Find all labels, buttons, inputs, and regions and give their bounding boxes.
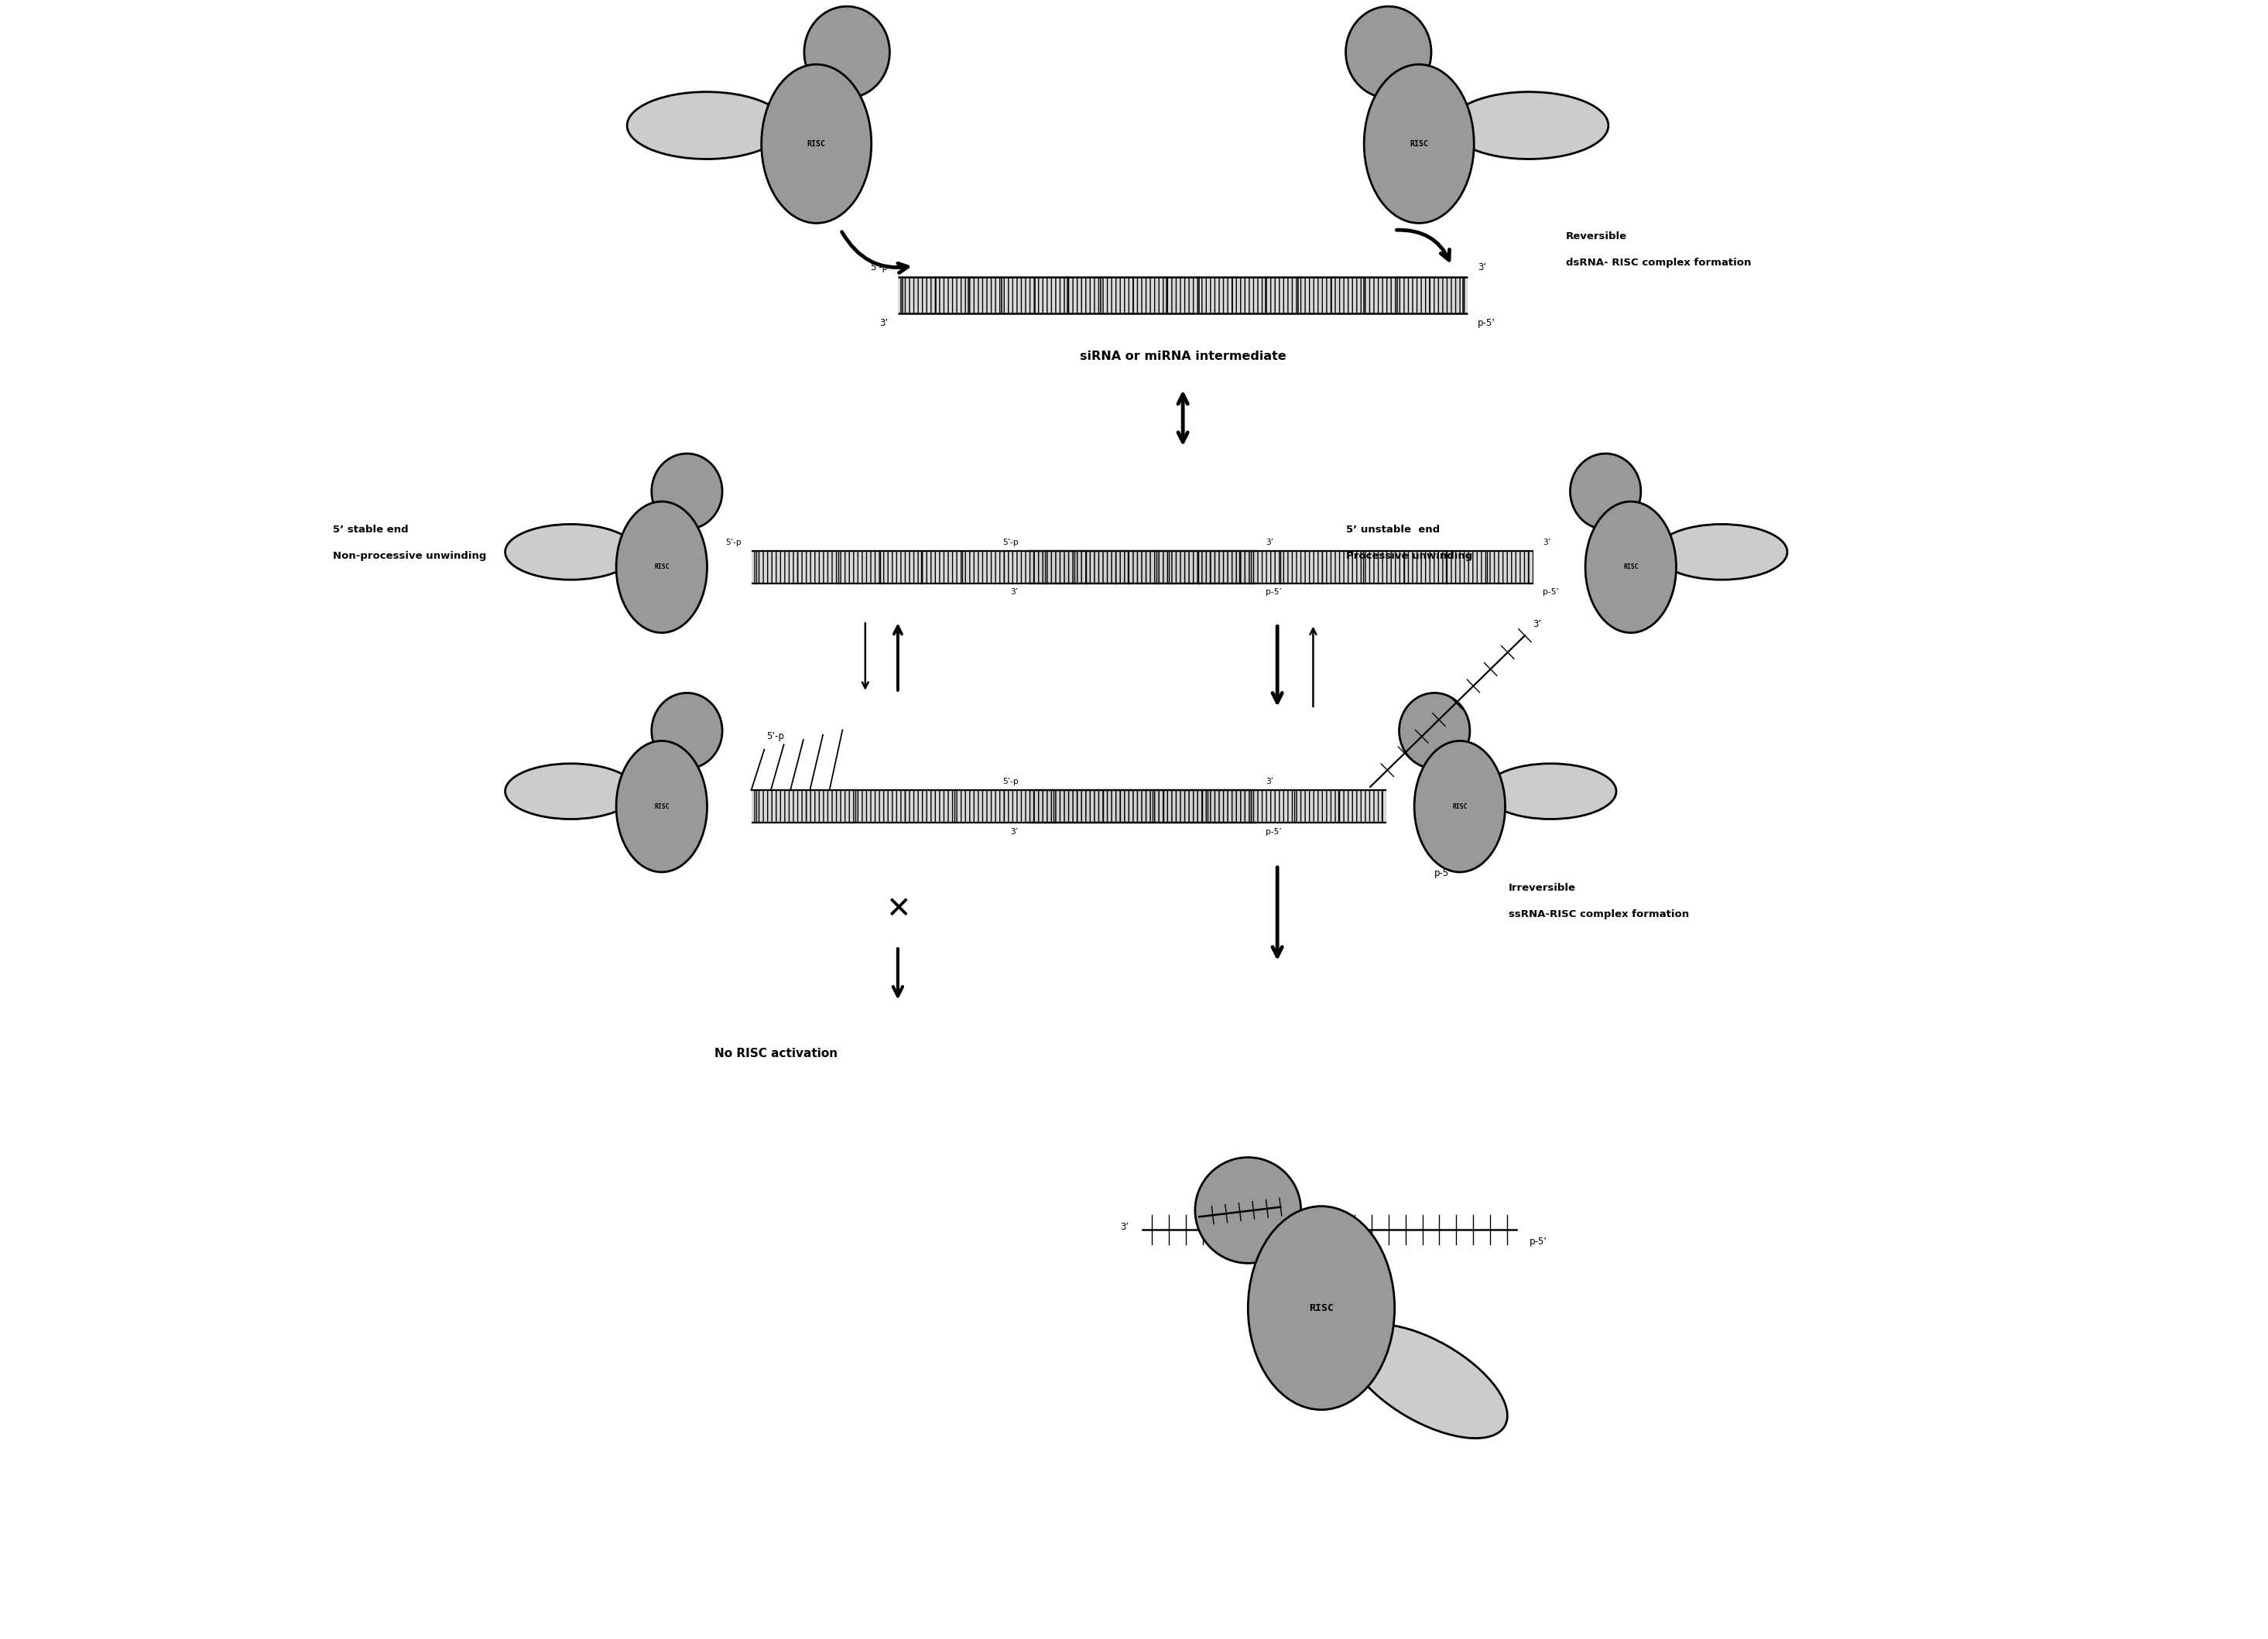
Text: RISC: RISC xyxy=(1309,1303,1334,1313)
Text: 3’: 3’ xyxy=(1266,538,1275,546)
Ellipse shape xyxy=(1415,741,1506,872)
Text: 5’-p: 5’-p xyxy=(726,538,742,546)
Text: 5’-p: 5’-p xyxy=(1002,538,1018,546)
Text: p-5’: p-5’ xyxy=(1266,828,1281,836)
Text: No RISC activation: No RISC activation xyxy=(714,1047,837,1059)
Ellipse shape xyxy=(805,7,889,98)
Text: 3’: 3’ xyxy=(1012,588,1018,597)
Ellipse shape xyxy=(1486,764,1617,820)
Text: RISC: RISC xyxy=(653,564,669,570)
Text: RISC: RISC xyxy=(1624,564,1637,570)
Ellipse shape xyxy=(1247,1206,1395,1410)
Text: dsRNA- RISC complex formation: dsRNA- RISC complex formation xyxy=(1565,257,1751,267)
Ellipse shape xyxy=(1399,693,1470,769)
Ellipse shape xyxy=(1347,1324,1508,1439)
Text: ssRNA-RISC complex formation: ssRNA-RISC complex formation xyxy=(1508,910,1690,919)
Bar xyxy=(751,551,1256,583)
Ellipse shape xyxy=(1569,454,1640,529)
Text: Non-processive unwinding: Non-processive unwinding xyxy=(333,551,485,561)
Text: 3’: 3’ xyxy=(1533,620,1542,629)
Text: 3’: 3’ xyxy=(1012,828,1018,836)
Bar xyxy=(751,790,1256,823)
Text: p-5’: p-5’ xyxy=(1436,869,1452,879)
Bar xyxy=(1027,551,1533,583)
Ellipse shape xyxy=(617,741,708,872)
Ellipse shape xyxy=(1585,502,1676,633)
Text: p-5’: p-5’ xyxy=(1266,588,1281,597)
Text: RISC: RISC xyxy=(1452,803,1467,810)
Text: ✕: ✕ xyxy=(885,895,909,924)
Ellipse shape xyxy=(651,693,721,769)
Text: 5’-p: 5’-p xyxy=(871,262,889,272)
Text: 5’-p: 5’-p xyxy=(1002,777,1018,785)
Text: Reversible: Reversible xyxy=(1565,231,1626,241)
Text: 3’: 3’ xyxy=(1542,538,1551,546)
Text: 3’: 3’ xyxy=(1479,262,1486,272)
Ellipse shape xyxy=(506,524,637,580)
Text: 5’-p: 5’-p xyxy=(767,731,785,741)
Ellipse shape xyxy=(506,764,637,820)
Text: RISC: RISC xyxy=(1411,139,1429,148)
Ellipse shape xyxy=(1449,92,1608,159)
Text: 5’ stable end: 5’ stable end xyxy=(333,524,408,534)
Text: 5’ unstable  end: 5’ unstable end xyxy=(1345,524,1440,534)
Bar xyxy=(1027,790,1386,823)
Bar xyxy=(898,277,1467,313)
Text: p-5’: p-5’ xyxy=(1531,1236,1547,1246)
Text: p-5’: p-5’ xyxy=(1542,588,1558,597)
Text: p-5’: p-5’ xyxy=(1479,318,1495,328)
Text: 3’: 3’ xyxy=(1120,1221,1129,1231)
Ellipse shape xyxy=(1345,7,1431,98)
Ellipse shape xyxy=(1656,524,1787,580)
Ellipse shape xyxy=(1195,1157,1302,1264)
Text: RISC: RISC xyxy=(653,803,669,810)
Text: Irreversible: Irreversible xyxy=(1508,883,1576,893)
Ellipse shape xyxy=(617,502,708,633)
Text: 3’: 3’ xyxy=(880,318,889,328)
Ellipse shape xyxy=(651,454,721,529)
Text: RISC: RISC xyxy=(807,139,826,148)
Ellipse shape xyxy=(762,64,871,223)
Text: 3’: 3’ xyxy=(1266,777,1275,785)
Text: Processive unwinding: Processive unwinding xyxy=(1345,551,1472,561)
Ellipse shape xyxy=(626,92,787,159)
Text: siRNA or miRNA intermediate: siRNA or miRNA intermediate xyxy=(1080,351,1286,362)
Ellipse shape xyxy=(1363,64,1474,223)
